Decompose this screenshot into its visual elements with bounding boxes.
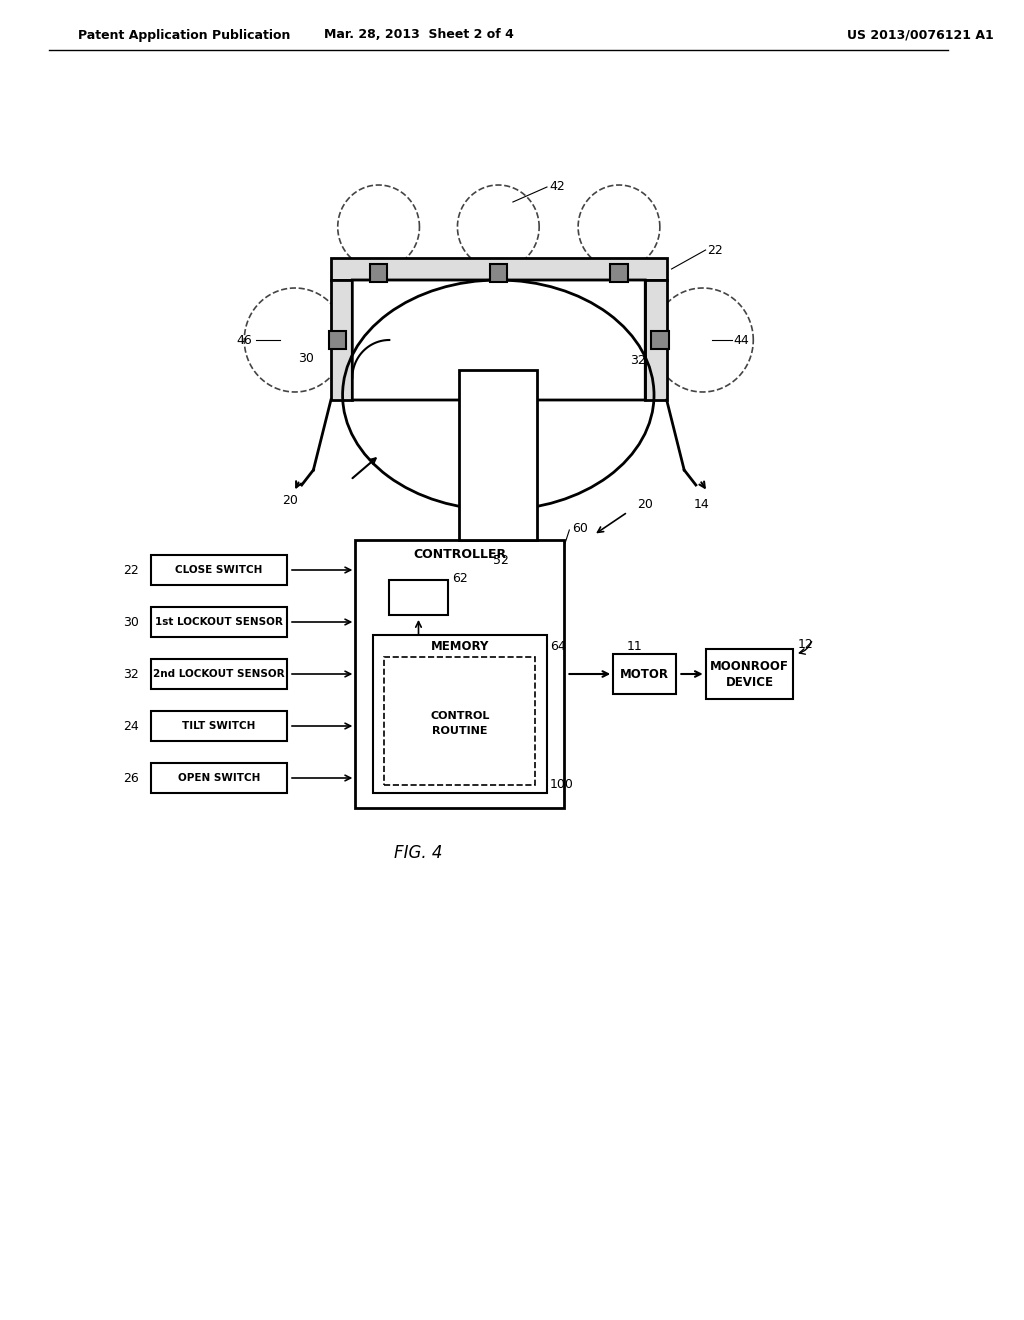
Bar bbox=[384, 657, 536, 785]
Bar bbox=[613, 653, 677, 694]
Text: 50: 50 bbox=[518, 433, 534, 446]
Bar bbox=[651, 331, 669, 348]
Bar bbox=[610, 264, 628, 282]
Bar bbox=[329, 331, 346, 348]
Text: MOONROOF: MOONROOF bbox=[710, 660, 788, 672]
Text: 1st LOCKOUT SENSOR: 1st LOCKOUT SENSOR bbox=[155, 616, 283, 627]
Text: 20: 20 bbox=[283, 494, 298, 507]
Text: 11: 11 bbox=[627, 639, 643, 652]
Text: 20: 20 bbox=[638, 499, 653, 511]
Bar bbox=[151, 607, 287, 638]
Bar bbox=[489, 264, 507, 282]
Text: ROUTINE: ROUTINE bbox=[432, 726, 487, 737]
Bar bbox=[460, 370, 538, 540]
Text: 22: 22 bbox=[708, 243, 723, 256]
Bar bbox=[706, 649, 794, 700]
Text: Mar. 28, 2013  Sheet 2 of 4: Mar. 28, 2013 Sheet 2 of 4 bbox=[324, 29, 513, 41]
Text: CONTROL: CONTROL bbox=[430, 711, 489, 721]
Bar bbox=[373, 635, 547, 793]
Bar bbox=[370, 264, 387, 282]
Text: 44: 44 bbox=[734, 334, 750, 346]
Bar bbox=[355, 540, 564, 808]
Text: US 2013/0076121 A1: US 2013/0076121 A1 bbox=[847, 29, 993, 41]
Text: TILT SWITCH: TILT SWITCH bbox=[182, 721, 256, 731]
Bar bbox=[151, 763, 287, 793]
Text: DEVICE: DEVICE bbox=[725, 676, 773, 689]
Text: 42: 42 bbox=[549, 180, 564, 193]
Text: Patent Application Publication: Patent Application Publication bbox=[78, 29, 290, 41]
Text: FIG. 3: FIG. 3 bbox=[474, 480, 522, 499]
Bar bbox=[151, 711, 287, 741]
Bar bbox=[151, 659, 287, 689]
Text: 26: 26 bbox=[124, 771, 139, 784]
Text: OPEN SWITCH: OPEN SWITCH bbox=[178, 774, 260, 783]
Bar bbox=[331, 280, 352, 400]
Text: 30: 30 bbox=[123, 615, 139, 628]
Text: 52: 52 bbox=[494, 553, 509, 566]
Text: 12: 12 bbox=[798, 638, 814, 651]
Text: MOTOR: MOTOR bbox=[621, 668, 670, 681]
Bar bbox=[151, 554, 287, 585]
Text: MEMORY: MEMORY bbox=[431, 640, 489, 653]
Text: 24: 24 bbox=[124, 719, 139, 733]
Text: CONTROLLER: CONTROLLER bbox=[414, 548, 507, 561]
Text: 100: 100 bbox=[550, 779, 573, 792]
Text: 46: 46 bbox=[237, 334, 252, 346]
Text: 22: 22 bbox=[124, 564, 139, 577]
FancyBboxPatch shape bbox=[352, 280, 645, 400]
Text: 64: 64 bbox=[550, 640, 565, 653]
Text: 2nd LOCKOUT SENSOR: 2nd LOCKOUT SENSOR bbox=[154, 669, 285, 678]
Bar bbox=[331, 257, 667, 280]
Text: 32: 32 bbox=[124, 668, 139, 681]
Text: 14: 14 bbox=[694, 499, 710, 511]
Text: 30: 30 bbox=[298, 352, 313, 366]
Text: 32: 32 bbox=[630, 355, 645, 367]
Bar bbox=[645, 280, 667, 400]
Bar bbox=[389, 579, 447, 615]
Text: FIG. 4: FIG. 4 bbox=[394, 843, 442, 862]
Text: CLOSE SWITCH: CLOSE SWITCH bbox=[175, 565, 263, 576]
Text: $\mu$P: $\mu$P bbox=[409, 587, 429, 607]
Text: 60: 60 bbox=[572, 521, 588, 535]
Text: 62: 62 bbox=[453, 572, 468, 585]
